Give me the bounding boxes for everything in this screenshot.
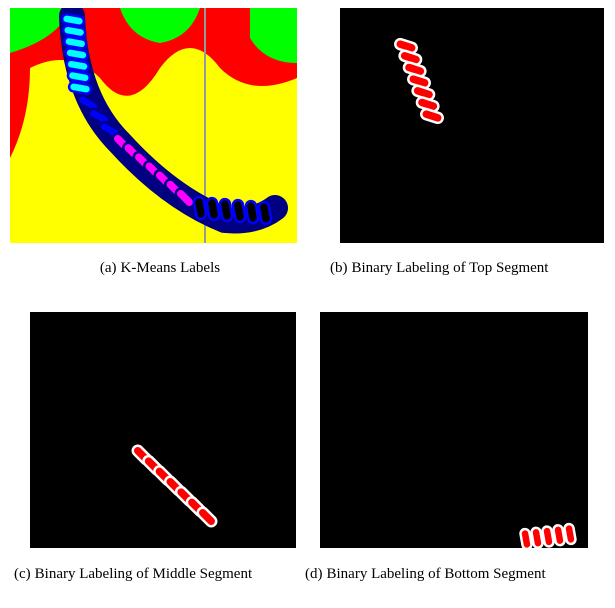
segment <box>564 523 576 544</box>
segment <box>531 527 543 548</box>
caption-label: (c) <box>14 566 31 582</box>
caption-text: Binary Labeling of Middle Segment <box>35 566 252 582</box>
segment <box>520 528 532 548</box>
segment <box>206 197 220 220</box>
bottom-segment-image <box>320 312 588 548</box>
caption: (c)Binary Labeling of Middle Segment <box>14 563 302 585</box>
caption-text: Binary Labeling of Top Segment <box>352 260 549 276</box>
segment <box>245 200 259 223</box>
figure: (a)K-Means Labels (b)Binary Labeling of … <box>0 0 615 608</box>
caption: (d)Binary Labeling of Bottom Segment <box>305 563 605 585</box>
caption-label: (d) <box>305 566 323 582</box>
segment <box>193 196 207 219</box>
segment <box>219 198 233 221</box>
caption-text: K-Means Labels <box>121 260 221 276</box>
caption-text: Binary Labeling of Bottom Segment <box>327 566 546 582</box>
caption: (a)K-Means Labels <box>60 257 260 279</box>
segment <box>258 201 272 224</box>
segment <box>232 199 246 222</box>
segment <box>542 526 554 547</box>
caption-label: (a) <box>100 260 117 276</box>
segment <box>553 525 565 546</box>
middle-segment-image <box>30 312 296 548</box>
caption: (b)Binary Labeling of Top Segment <box>330 257 604 279</box>
kmeans-image <box>10 8 297 243</box>
caption-label: (b) <box>330 260 348 276</box>
top-segment-image <box>340 8 604 243</box>
